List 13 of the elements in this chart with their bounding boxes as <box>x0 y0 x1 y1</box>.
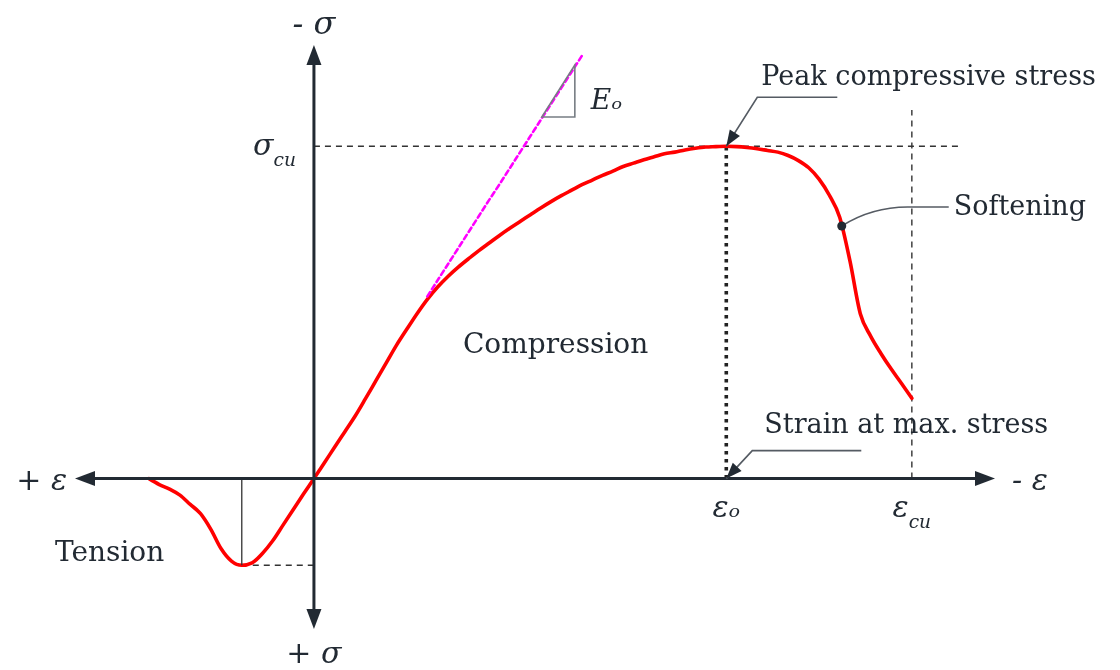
y-axis-title: - σ <box>292 4 337 42</box>
annotation: Eₒ <box>589 82 623 116</box>
text: + σ <box>286 635 344 670</box>
text: + ε <box>16 461 67 497</box>
ref-line-label: σ$_{cu}$ <box>253 127 296 170</box>
annotation: Tension <box>54 534 165 568</box>
x-tick-label: ε$_{cu}$ <box>892 488 932 532</box>
annotation: Compression <box>462 326 649 360</box>
annotation: Strain at max. stress <box>764 407 1049 439</box>
annotation: Peak compressive stress <box>761 60 1096 92</box>
x-tick-label: εₒ <box>712 488 741 524</box>
text: Softening <box>953 189 1087 221</box>
x-axis-title: - ε <box>1012 461 1048 497</box>
